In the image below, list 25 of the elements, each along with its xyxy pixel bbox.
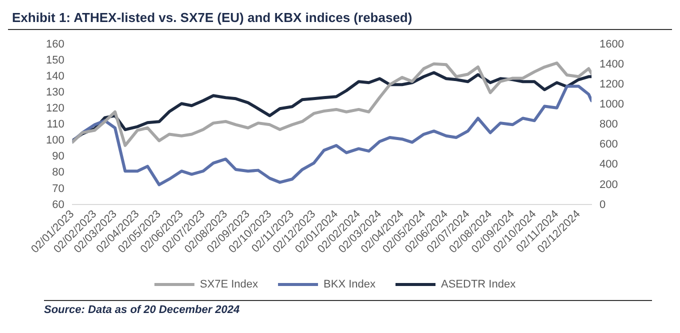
legend-label: ASEDTR Index bbox=[440, 278, 516, 291]
y-tick-label: 100 bbox=[46, 134, 64, 147]
y2-tick-label: 1000 bbox=[600, 98, 624, 111]
y-tick-label: 80 bbox=[52, 166, 64, 179]
y2-tick-label: 800 bbox=[600, 118, 618, 131]
y-tick-label: 90 bbox=[52, 150, 64, 163]
y-tick-label: 130 bbox=[46, 86, 64, 99]
legend-label: BKX Index bbox=[324, 278, 376, 291]
y2-tick-label: 600 bbox=[600, 138, 618, 151]
source-note: Source: Data as of 20 December 2024 bbox=[44, 304, 241, 316]
y-tick-label: 110 bbox=[46, 118, 64, 131]
y2-tick-label: 400 bbox=[600, 158, 618, 171]
y-tick-label: 150 bbox=[46, 54, 64, 67]
y2-tick-label: 1200 bbox=[600, 78, 624, 91]
y-tick-label: 70 bbox=[52, 182, 64, 195]
legend-label: SX7E Index bbox=[200, 278, 259, 291]
y-tick-label: 120 bbox=[46, 102, 64, 115]
chart-title: Exhibit 1: ATHEX-listed vs. SX7E (EU) and KBX indices (rebased) bbox=[8, 8, 672, 30]
y2-tick-label: 1600 bbox=[600, 38, 624, 51]
y-tick-label: 160 bbox=[46, 38, 64, 51]
y-tick-label: 140 bbox=[46, 70, 64, 83]
y2-tick-label: 0 bbox=[600, 198, 606, 211]
y2-tick-label: 1400 bbox=[600, 58, 624, 71]
y-tick-label: 60 bbox=[52, 198, 64, 211]
y2-tick-label: 200 bbox=[600, 178, 618, 191]
